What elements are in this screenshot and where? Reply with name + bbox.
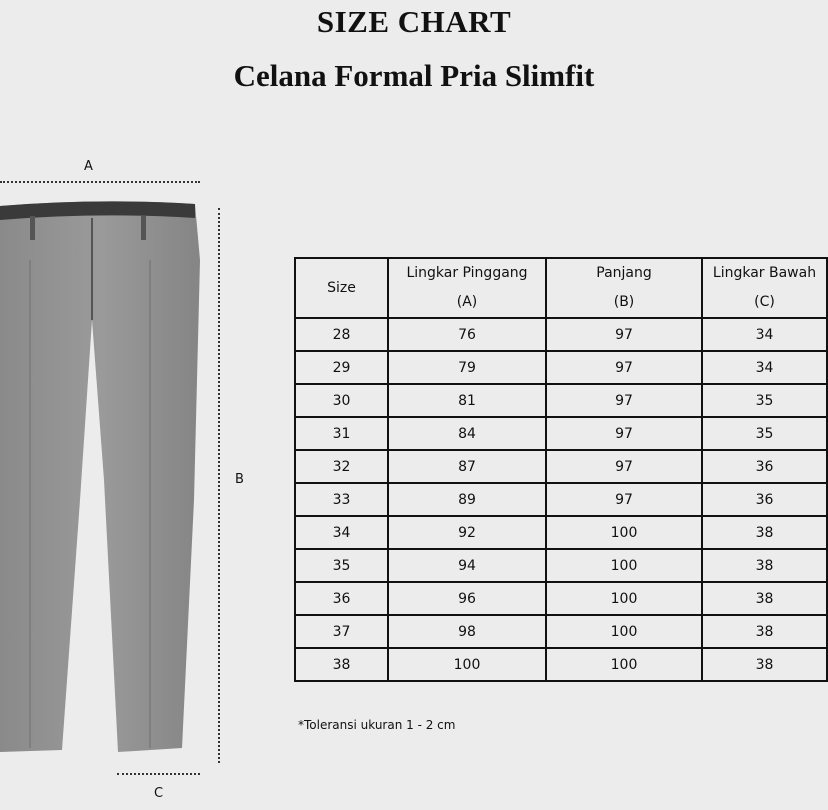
column-header-name: Lingkar Pinggang xyxy=(406,265,528,281)
tolerance-note: *Toleransi ukuran 1 - 2 cm xyxy=(298,718,456,732)
table-cell: 100 xyxy=(545,515,703,550)
table-cell: 38 xyxy=(294,647,389,682)
column-header: Panjang (B) xyxy=(545,257,703,319)
table-cell: 97 xyxy=(545,449,703,484)
column-header-name: Panjang xyxy=(596,265,652,281)
table-cell: 34 xyxy=(701,350,828,385)
label-b: B xyxy=(235,472,244,487)
table-cell: 97 xyxy=(545,350,703,385)
table-row: 32 87 97 36 xyxy=(294,449,828,484)
table-cell: 97 xyxy=(545,416,703,451)
table-cell: 36 xyxy=(294,581,389,616)
table-cell: 96 xyxy=(387,581,547,616)
table-cell: 97 xyxy=(545,317,703,352)
table-cell: 100 xyxy=(545,548,703,583)
pants-image xyxy=(0,201,200,752)
column-header: Size xyxy=(294,257,389,319)
table-row: 38 100 100 38 xyxy=(294,647,828,682)
table-cell: 81 xyxy=(387,383,547,418)
table-cell: 38 xyxy=(701,515,828,550)
table-cell: 100 xyxy=(545,614,703,649)
column-header: Lingkar Bawah (C) xyxy=(701,257,828,319)
table-cell: 38 xyxy=(701,614,828,649)
table-row: 28 76 97 34 xyxy=(294,317,828,352)
table-cell: 35 xyxy=(294,548,389,583)
table-row: 30 81 97 35 xyxy=(294,383,828,418)
size-table: Size Lingkar Pinggang (A) Panjang (B) Lingkar… xyxy=(294,257,828,682)
table-cell: 92 xyxy=(387,515,547,550)
table-cell: 97 xyxy=(545,383,703,418)
table-row: 34 92 100 38 xyxy=(294,515,828,550)
table-cell: 35 xyxy=(701,416,828,451)
table-cell: 94 xyxy=(387,548,547,583)
table-row: 35 94 100 38 xyxy=(294,548,828,583)
table-row: 36 96 100 38 xyxy=(294,581,828,616)
table-cell: 33 xyxy=(294,482,389,517)
table-cell: 29 xyxy=(294,350,389,385)
table-row: 29 79 97 34 xyxy=(294,350,828,385)
product-name: Celana Formal Pria Slimfit xyxy=(233,58,595,93)
table-cell: 100 xyxy=(545,647,703,682)
table-cell: 37 xyxy=(294,614,389,649)
label-a: A xyxy=(84,159,93,174)
table-cell: 38 xyxy=(701,647,828,682)
dimension-c-line xyxy=(117,773,200,775)
table-cell: 36 xyxy=(701,449,828,484)
column-header: Lingkar Pinggang (A) xyxy=(387,257,547,319)
column-header-name: Lingkar Bawah xyxy=(712,265,817,281)
table-cell: 34 xyxy=(294,515,389,550)
table-cell: 89 xyxy=(387,482,547,517)
table-cell: 28 xyxy=(294,317,389,352)
dimension-b-line xyxy=(218,208,220,763)
table-cell: 38 xyxy=(701,581,828,616)
table-cell: 32 xyxy=(294,449,389,484)
table-cell: 87 xyxy=(387,449,547,484)
label-c: C xyxy=(154,786,164,801)
table-cell: 34 xyxy=(701,317,828,352)
table-cell: 38 xyxy=(701,548,828,583)
table-cell: 36 xyxy=(701,482,828,517)
table-cell: 84 xyxy=(387,416,547,451)
table-cell: 100 xyxy=(545,581,703,616)
table-cell: 97 xyxy=(545,482,703,517)
page-title: SIZE CHART xyxy=(316,4,512,39)
column-header-unit: (A) xyxy=(456,294,478,310)
column-header-unit: (B) xyxy=(613,294,635,310)
table-cell: 100 xyxy=(387,647,547,682)
dimension-a-line xyxy=(0,181,200,183)
column-header-unit: (C) xyxy=(754,294,775,310)
table-cell: 76 xyxy=(387,317,547,352)
table-cell: 98 xyxy=(387,614,547,649)
table-cell: 79 xyxy=(387,350,547,385)
table-cell: 35 xyxy=(701,383,828,418)
table-cell: 31 xyxy=(294,416,389,451)
table-row: 31 84 97 35 xyxy=(294,416,828,451)
column-header-name: Size xyxy=(327,279,356,296)
table-row: 33 89 97 36 xyxy=(294,482,828,517)
table-cell: 30 xyxy=(294,383,389,418)
table-row: 37 98 100 38 xyxy=(294,614,828,649)
